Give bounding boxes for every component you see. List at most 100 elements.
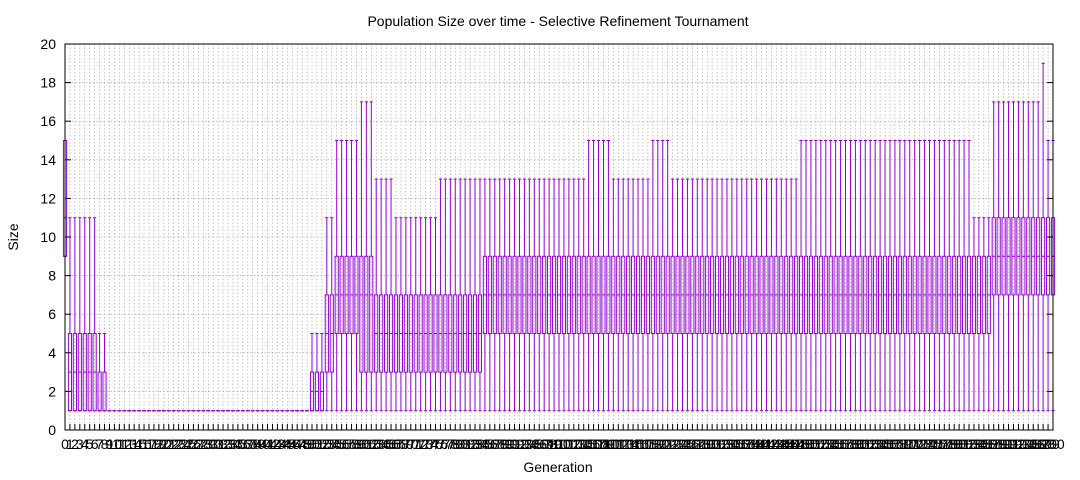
x-tick-label: 193 (1007, 436, 1031, 452)
x-tick-label: 164 (863, 436, 887, 452)
box-generation-95 (532, 178, 537, 412)
x-tick-label: 61 (359, 436, 375, 452)
box-generation-146 (784, 178, 789, 412)
box-generation-165 (878, 140, 883, 412)
x-tick-label: 80 (452, 436, 468, 452)
box-generation-178 (942, 140, 947, 412)
x-tick-label: 198 (1031, 436, 1055, 452)
box-generation-73 (423, 217, 428, 412)
x-tick-label: 128 (686, 436, 710, 452)
box-generation-177 (937, 140, 942, 412)
x-tick-label: 194 (1012, 436, 1036, 452)
x-tick-label: 142 (755, 436, 779, 452)
x-axis-ticks: 0123456789101112131415161718192021222324… (61, 424, 1065, 452)
x-tick-label: 94 (522, 436, 538, 452)
x-tick-label: 165 (868, 436, 892, 452)
box-generation-150 (803, 140, 809, 412)
box-generation-167 (887, 140, 893, 412)
box-generation-164 (873, 140, 878, 412)
x-tick-label: 167 (878, 436, 902, 452)
x-tick-label: 30 (205, 436, 221, 452)
box-generation-114 (626, 178, 631, 412)
x-tick-label: 176 (923, 436, 947, 452)
box-generation-136 (734, 178, 739, 412)
box-generation-67 (393, 217, 399, 412)
x-tick-label: 106 (577, 436, 601, 452)
box-generation-125 (680, 178, 685, 412)
box-generation-90 (507, 178, 512, 412)
x-tick-label: 168 (883, 436, 907, 452)
x-tick-label: 155 (819, 436, 843, 452)
x-tick-label: 118 (637, 436, 660, 452)
x-tick-label: 77 (438, 436, 454, 452)
x-tick-label: 23 (171, 436, 187, 452)
y-tick-label: 18 (40, 75, 56, 91)
box-generation-154 (823, 140, 828, 412)
x-tick-label: 69 (398, 436, 414, 452)
box-generation-183 (966, 140, 972, 412)
box-generation-143 (769, 178, 774, 412)
box-generation-148 (794, 178, 799, 412)
box-generation-80 (458, 178, 463, 412)
box-generation-113 (621, 178, 626, 412)
box-generation-129 (700, 178, 705, 412)
x-tick-label: 169 (888, 436, 912, 452)
x-tick-label: 101 (552, 436, 576, 452)
box-generation-79 (453, 178, 458, 412)
x-tick-label: 11 (112, 436, 127, 452)
box-generation-158 (843, 140, 848, 412)
x-axis-label: Generation (523, 459, 592, 475)
box-generation-151 (808, 140, 814, 412)
x-tick-label: 13 (121, 436, 137, 452)
x-tick-label: 138 (735, 436, 759, 452)
x-tick-label: 29 (200, 436, 216, 452)
x-tick-label: 87 (487, 436, 503, 452)
box-generation-88 (497, 178, 502, 412)
x-tick-label: 22 (166, 436, 182, 452)
x-tick-label: 200 (1041, 436, 1065, 452)
x-tick-label: 72 (413, 436, 429, 452)
x-tick-label: 185 (967, 436, 991, 452)
box-generation-94 (527, 178, 532, 412)
box-generation-187 (986, 217, 991, 412)
box-generation-120 (655, 140, 660, 412)
box-generation-182 (961, 140, 967, 412)
x-tick-label: 184 (962, 436, 986, 452)
x-tick-label: 140 (745, 436, 769, 452)
x-tick-label: 132 (705, 436, 729, 452)
x-tick-label: 115 (622, 436, 645, 452)
box-generation-180 (952, 140, 957, 412)
x-tick-label: 82 (462, 436, 478, 452)
box-generation-188 (991, 101, 996, 412)
box-generation-107 (591, 140, 596, 412)
box-generation-66 (388, 178, 394, 412)
x-tick-label: 8 (101, 436, 109, 452)
box-generation-111 (611, 178, 616, 412)
box-generation-147 (789, 178, 794, 412)
x-tick-label: 199 (1036, 436, 1060, 452)
box-generation-196 (1031, 101, 1036, 412)
box-generation-139 (749, 178, 754, 412)
x-tick-label: 86 (482, 436, 498, 452)
box-generation-159 (848, 140, 853, 412)
x-tick-label: 40 (255, 436, 271, 452)
x-tick-label: 181 (947, 436, 971, 452)
x-tick-label: 148 (784, 436, 808, 452)
x-tick-label: 68 (393, 436, 409, 452)
x-tick-label: 102 (557, 436, 581, 452)
box-generation-65 (384, 178, 389, 412)
x-tick-label: 188 (982, 436, 1006, 452)
box-generation-86 (487, 178, 492, 412)
box-generation-51 (314, 333, 320, 412)
x-tick-label: 109 (592, 436, 616, 452)
box-generation-109 (601, 140, 606, 412)
x-tick-label: 1 (66, 436, 74, 452)
box-generation-74 (428, 217, 433, 412)
x-tick-label: 136 (725, 436, 749, 452)
x-tick-label: 53 (319, 436, 335, 452)
box-generation-72 (418, 217, 423, 412)
x-tick-label: 139 (740, 436, 764, 452)
x-tick-label: 104 (567, 436, 591, 452)
y-tick-label: 16 (40, 113, 56, 129)
x-tick-label: 105 (572, 436, 596, 452)
